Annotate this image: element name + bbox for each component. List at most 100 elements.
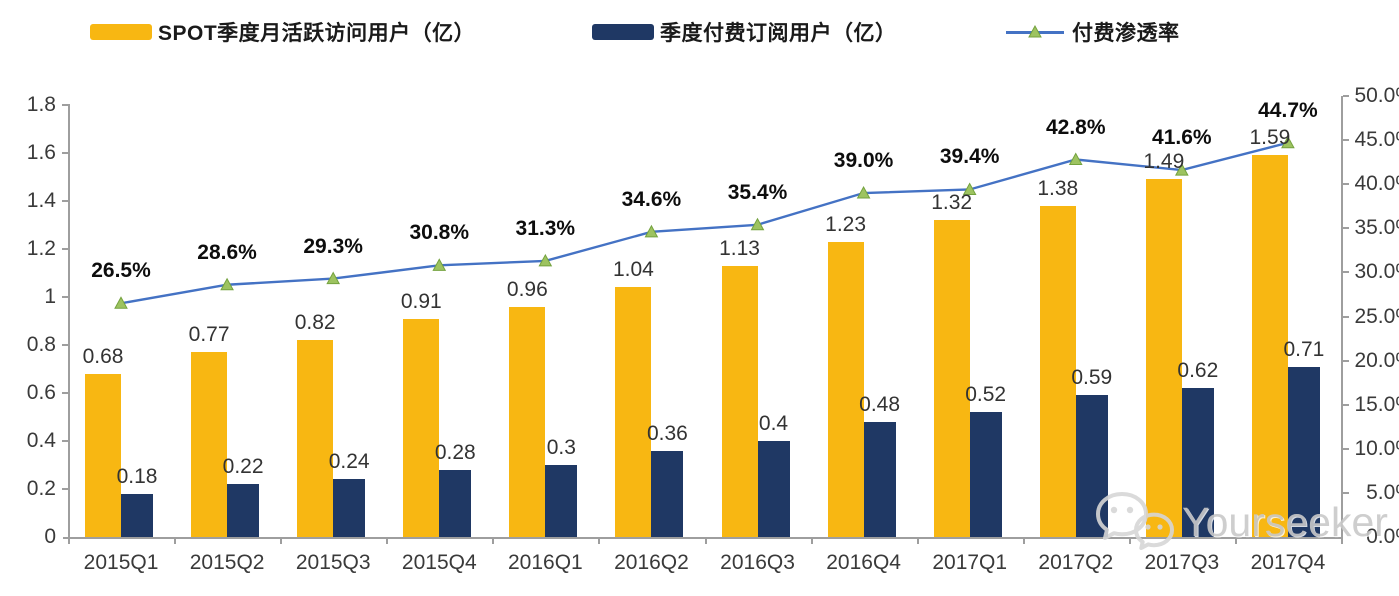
mau-value-label-2017Q3: 1.49	[1143, 150, 1185, 174]
mau-value-label-2017Q1: 1.32	[931, 191, 973, 215]
y-axis-left-tick-label: 1	[44, 285, 56, 308]
x-axis-category-label: 2015Q3	[295, 551, 371, 574]
subs-bar-2016Q3	[757, 441, 790, 537]
penetration-label-2016Q1: 31.3%	[515, 216, 576, 240]
mau-legend-swatch	[90, 24, 152, 40]
penetration-label-2016Q2: 34.6%	[621, 187, 682, 211]
subs-legend-label: 季度付费订阅用户（亿）	[660, 22, 897, 45]
y-axis-left-tick-label: 0.2	[26, 477, 56, 500]
y-axis-right-tick-label: 15.0%	[1354, 392, 1399, 416]
y-axis-right-tick-label: 50.0%	[1354, 84, 1399, 107]
subs-bar-2017Q1	[969, 412, 1002, 537]
x-axis-tick	[916, 537, 919, 544]
x-axis-tick	[68, 537, 70, 544]
y-axis-right	[1341, 96, 1343, 539]
y-axis-left-tick-label: 1.6	[26, 141, 56, 164]
y-axis-right-tick-label: 35.0%	[1354, 216, 1399, 240]
x-axis-tick	[1341, 537, 1343, 544]
subs-value-label-2016Q2: 0.36	[646, 421, 688, 445]
y-axis-right-tick	[1343, 447, 1349, 450]
subs-bar-2015Q1	[121, 493, 153, 537]
mau-bar-2016Q3	[721, 265, 758, 537]
penetration-marker-2015Q3	[326, 271, 341, 285]
mau-legend-label: SPOT季度月活跃访问用户（亿）	[158, 22, 476, 45]
subs-value-label-2015Q3: 0.24	[328, 450, 370, 474]
wechat-icon	[1096, 492, 1174, 550]
penetration-label-2017Q3: 41.6%	[1152, 126, 1212, 150]
penetration-legend-marker	[1006, 24, 1064, 40]
x-axis-category-label: 2017Q3	[1144, 551, 1220, 574]
x-axis-tick	[810, 537, 813, 544]
y-axis-right-tick	[1343, 271, 1349, 274]
mau-value-label-2016Q2: 1.04	[612, 258, 654, 282]
subs-value-label-2017Q4: 0.71	[1283, 337, 1325, 361]
x-axis-category-label: 2015Q2	[189, 551, 265, 574]
penetration-marker-2016Q1	[538, 253, 553, 267]
y-axis-right-tick	[1343, 95, 1349, 97]
y-axis-right-tick	[1343, 403, 1349, 406]
subs-value-label-2015Q1: 0.18	[116, 464, 158, 488]
penetration-marker-2015Q4	[432, 258, 447, 271]
subs-bar-2017Q3	[1181, 388, 1214, 537]
penetration-label-2015Q1: 26.5%	[91, 259, 151, 283]
penetration-marker-2016Q3	[750, 217, 765, 231]
y-axis-left	[68, 104, 70, 539]
subs-bar-2016Q2	[651, 450, 684, 537]
penetration-marker-2015Q2	[220, 277, 234, 291]
y-axis-left-tick	[62, 440, 68, 442]
y-axis-left-tick-label: 0.8	[26, 333, 56, 356]
subs-value-label-2017Q1: 0.52	[965, 383, 1007, 407]
x-axis-tick	[280, 537, 283, 544]
x-axis-tick	[1022, 537, 1025, 544]
mau-bar-2015Q2	[191, 352, 228, 537]
y-axis-right-tick-label: 40.0%	[1354, 172, 1399, 196]
subs-bar-2016Q1	[545, 465, 578, 537]
penetration-line	[120, 141, 1289, 305]
penetration-marker-2016Q2	[644, 224, 659, 238]
mau-bar-2017Q1	[933, 220, 970, 537]
y-axis-left-tick	[62, 296, 68, 298]
penetration-label-2016Q3: 35.4%	[727, 180, 788, 204]
y-axis-left-tick-label: 1.4	[26, 189, 56, 212]
penetration-legend-label: 付费渗透率	[1072, 22, 1180, 45]
penetration-label-2017Q4: 44.7%	[1258, 98, 1318, 122]
penetration-label-2016Q4: 39.0%	[833, 149, 894, 173]
y-axis-right-tick-label: 0.0%	[1366, 525, 1399, 548]
y-axis-left-tick	[62, 488, 68, 490]
mau-bar-2016Q1	[509, 306, 546, 537]
y-axis-left-tick-label: 0.6	[26, 381, 56, 404]
x-axis-tick	[598, 537, 601, 544]
subs-bar-2015Q2	[227, 484, 260, 537]
x-axis-tick	[704, 537, 707, 544]
penetration-label-2015Q2: 28.6%	[197, 240, 257, 264]
y-axis-right-tick	[1343, 227, 1349, 230]
x-axis-category-label: 2016Q4	[826, 551, 901, 574]
legend-item-penetration: 付费渗透率	[1006, 18, 1180, 46]
subs-value-label-2016Q1: 0.3	[546, 436, 576, 459]
x-axis-category-label: 2015Q4	[401, 551, 477, 574]
mau-value-label-2017Q4: 1.59	[1249, 126, 1291, 150]
watermark: Yourseeker	[1092, 490, 1388, 554]
mau-value-label-2015Q1: 0.68	[82, 344, 124, 368]
penetration-marker-2015Q1	[114, 296, 128, 309]
mau-value-label-2016Q1: 0.96	[506, 277, 548, 301]
x-axis-tick	[1128, 537, 1131, 544]
y-axis-left-tick-label: 0.4	[26, 429, 56, 452]
mau-value-label-2017Q2: 1.38	[1037, 176, 1079, 200]
mau-value-label-2015Q2: 0.77	[188, 323, 230, 347]
penetration-label-2017Q1: 39.4%	[939, 145, 1000, 169]
x-axis-tick	[492, 537, 495, 544]
y-axis-left-tick	[62, 200, 68, 202]
penetration-label-2015Q3: 29.3%	[303, 234, 363, 258]
y-axis-right-tick-label: 30.0%	[1354, 260, 1399, 284]
x-axis	[63, 537, 1343, 539]
x-axis-category-label: 2016Q3	[720, 551, 795, 574]
mau-value-label-2015Q4: 0.91	[400, 289, 442, 313]
y-axis-right-tick	[1343, 183, 1349, 186]
y-axis-right-tick	[1343, 139, 1349, 142]
y-axis-left-tick	[62, 344, 68, 346]
subs-bar-2015Q4	[439, 469, 472, 537]
penetration-marker-2016Q4	[856, 185, 871, 199]
x-axis-category-label: 2015Q1	[83, 551, 159, 574]
subs-value-label-2016Q3: 0.4	[758, 412, 789, 435]
